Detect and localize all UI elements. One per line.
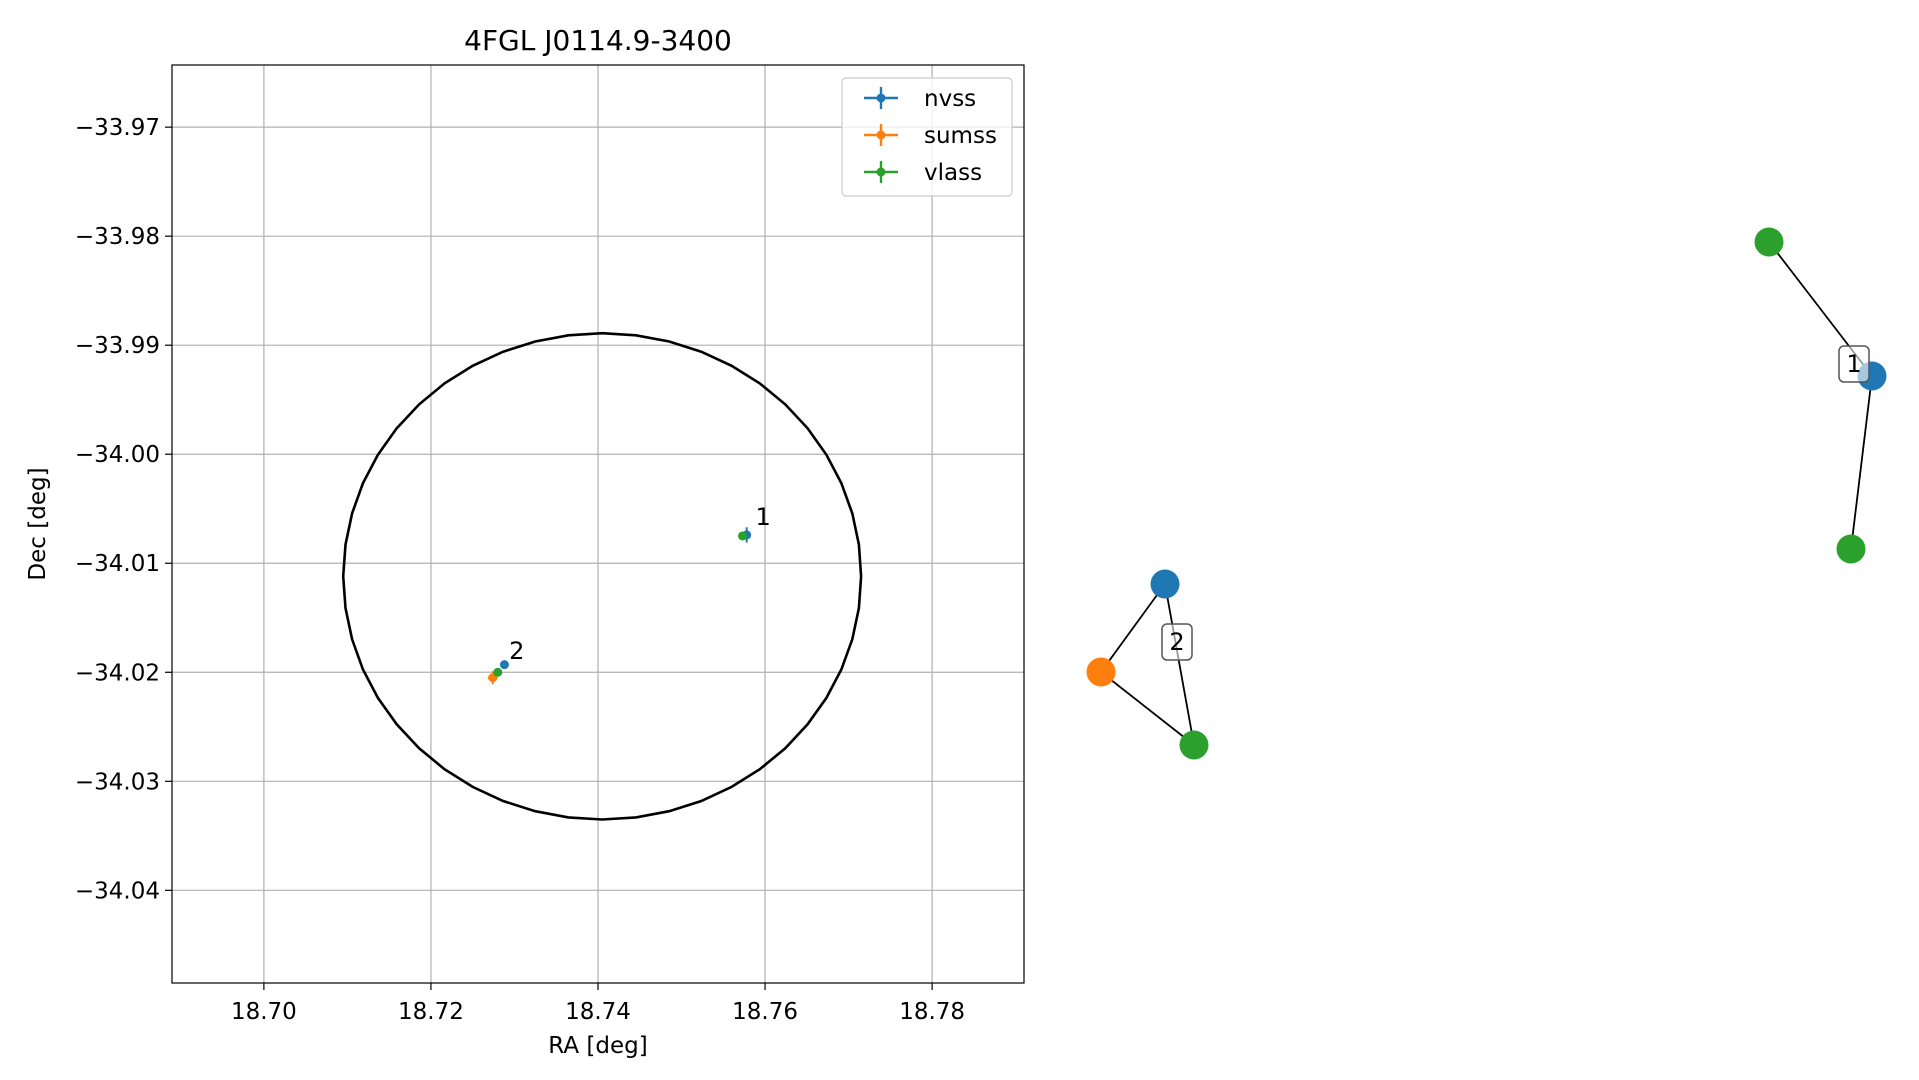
legend: nvss sumss vlass [841, 77, 1013, 197]
y-tick-label: −33.99 [75, 333, 160, 359]
y-tick-label: −34.00 [75, 442, 160, 468]
y-axis-label: Dec [deg] [25, 467, 51, 580]
network-edge [1850, 375, 1873, 550]
point-annotation: 1 [756, 503, 771, 531]
y-tick-label: −34.04 [75, 878, 160, 904]
chart-title: 4FGL J0114.9-3400 [464, 24, 732, 57]
legend-label: nvss [924, 86, 976, 112]
legend-swatch-marker [876, 167, 886, 177]
x-axis-ticks: 18.70 18.72 18.74 18.76 18.78 [231, 983, 965, 1025]
legend-entry-nvss: nvss [864, 86, 976, 112]
legend-label: sumss [924, 123, 997, 149]
group-label: 1 [1846, 350, 1861, 378]
data-point-nvss [499, 660, 509, 670]
y-tick-label: −33.98 [75, 224, 160, 250]
network-node [1754, 227, 1784, 257]
legend-entry-sumss: sumss [864, 123, 997, 149]
x-tick-label: 18.70 [231, 999, 297, 1025]
legend-box [841, 77, 1013, 197]
grid [172, 65, 1024, 983]
network-node [1179, 730, 1209, 760]
x-tick-label: 18.76 [732, 999, 798, 1025]
point-marker [493, 667, 503, 677]
scatter-plot: 12 18.70 18.72 18.74 18.76 18.78 −33.97−33.9… [25, 24, 1025, 1059]
network-group-1: 1 [1754, 227, 1887, 564]
y-axis-ticks: −33.97 −33.98 −33.99 −34.00 −34.01 −34.02 −34.… [75, 115, 172, 904]
network-edge [1164, 583, 1195, 746]
network-node [1836, 534, 1866, 564]
localization-ellipse [341, 331, 863, 821]
group-label: 2 [1169, 628, 1184, 656]
point-annotations: 12 [509, 503, 771, 665]
network-node [1150, 569, 1180, 599]
legend-entry-vlass: vlass [864, 160, 982, 186]
x-tick-label: 18.78 [899, 999, 965, 1025]
y-tick-label: −34.01 [75, 551, 160, 577]
x-axis-label: RA [deg] [548, 1033, 647, 1059]
data-point-vlass [493, 667, 503, 677]
point-annotation: 2 [509, 637, 524, 665]
y-tick-label: −34.03 [75, 769, 160, 795]
point-marker [738, 531, 748, 541]
y-tick-label: −33.97 [75, 115, 160, 141]
network-graph: 12 [1086, 227, 1887, 760]
group-label-box [1838, 345, 1870, 383]
data-point-vlass [738, 531, 748, 541]
legend-swatch-marker [876, 130, 886, 140]
x-tick-label: 18.74 [565, 999, 631, 1025]
legend-label: vlass [924, 160, 982, 186]
group-label-box [1161, 623, 1193, 661]
data-points-layer [487, 527, 752, 685]
x-tick-label: 18.72 [398, 999, 464, 1025]
network-edge [1100, 671, 1195, 746]
point-marker [499, 660, 509, 670]
network-node [1086, 657, 1116, 687]
y-tick-label: −34.02 [75, 660, 160, 686]
localization-ellipse-layer [341, 331, 863, 821]
network-group-2: 2 [1086, 569, 1209, 760]
network-edge [1100, 583, 1166, 673]
legend-swatch-marker [876, 93, 886, 103]
